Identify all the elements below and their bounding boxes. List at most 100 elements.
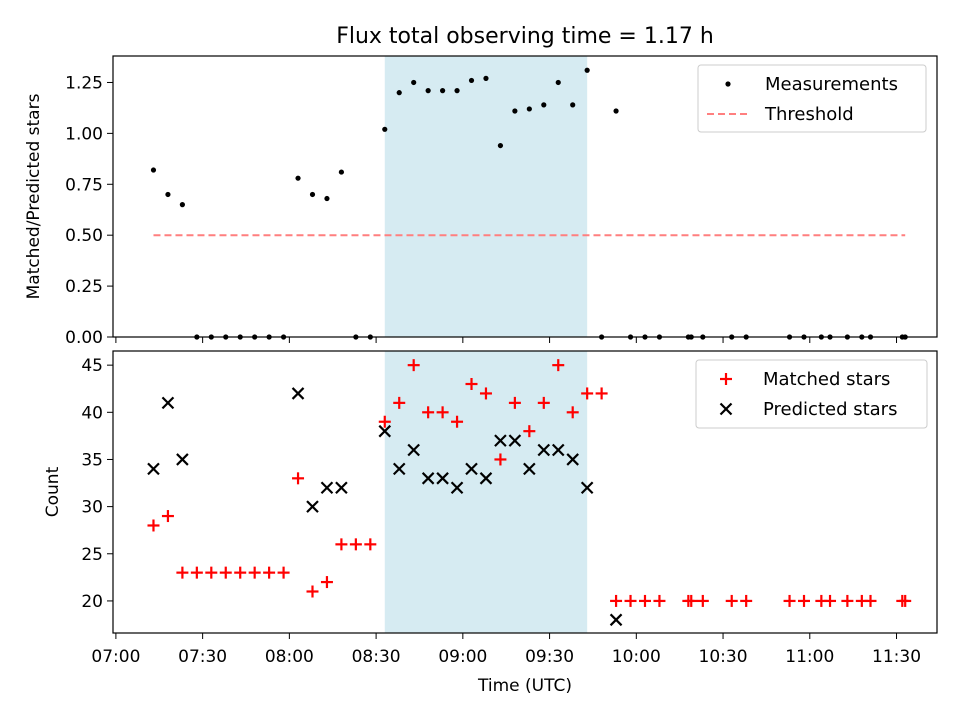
legend-predicted-label: Predicted stars bbox=[763, 399, 897, 420]
predicted-star-point bbox=[580, 481, 594, 495]
observing-time-span-top bbox=[384, 56, 588, 337]
predicted-star-point bbox=[421, 472, 435, 485]
top-ytick-label: 0.75 bbox=[65, 175, 103, 195]
bottom-axes-frame bbox=[112, 350, 938, 634]
top-y-axis-label: Matched/Predicted stars bbox=[24, 93, 44, 299]
matched-star-point bbox=[899, 594, 912, 607]
matched-star-point bbox=[436, 406, 449, 419]
measurement-point bbox=[512, 108, 518, 114]
measurement-point bbox=[454, 88, 460, 94]
measurement-point bbox=[338, 169, 345, 175]
top-panel: 0.00 0.25 0.50 0.75 1.00 1.25 Matched/Predict… bbox=[24, 55, 938, 348]
measurement-point bbox=[440, 88, 446, 94]
matched-star-point bbox=[422, 406, 435, 419]
top-y-axis-ticks: 0.00 0.25 0.50 0.75 1.00 1.25 bbox=[65, 73, 113, 348]
measurement-point bbox=[584, 67, 590, 73]
top-ytick-label: 1.25 bbox=[65, 73, 103, 93]
legend-predicted-marker bbox=[719, 402, 733, 416]
chart-title: Flux total observing time = 1.17 h bbox=[336, 24, 714, 49]
bottom-panel: 20 25 30 35 40 45 07:00 07:30 08:00 08:30 09:00 09… bbox=[43, 350, 938, 696]
predicted-star-point bbox=[465, 462, 478, 476]
predicted-star-point bbox=[494, 434, 507, 447]
matched-star-point bbox=[335, 538, 348, 551]
measurement-point bbox=[309, 191, 316, 198]
matched-star-point bbox=[798, 594, 811, 607]
top-ytick-label: 1.00 bbox=[65, 124, 103, 144]
matched-star-point bbox=[407, 359, 420, 372]
bottom-y-axis-label: Count bbox=[43, 466, 63, 517]
legend-matched-label: Matched stars bbox=[763, 369, 890, 390]
predicted-star-point bbox=[551, 443, 565, 457]
matched-star-point bbox=[248, 566, 261, 579]
matched-star-point bbox=[277, 566, 290, 579]
predicted-star-point bbox=[566, 453, 579, 466]
matched-star-point bbox=[219, 566, 232, 579]
matched-star-point bbox=[595, 387, 608, 400]
top-x-axis-ticks bbox=[115, 337, 898, 343]
predicted-star-point bbox=[392, 462, 406, 476]
top-axes-frame bbox=[112, 55, 938, 338]
measurement-point bbox=[396, 90, 402, 96]
matched-star-point bbox=[378, 415, 391, 428]
matched-star-point bbox=[451, 415, 464, 428]
matched-star-point bbox=[349, 538, 362, 551]
predicted-star-point bbox=[436, 472, 449, 485]
legend-matched-marker bbox=[720, 373, 732, 385]
matched-star-point bbox=[638, 594, 651, 607]
top-ytick-label: 0.00 bbox=[65, 328, 103, 348]
matched-star-point bbox=[581, 387, 594, 400]
top-legend-box bbox=[697, 64, 927, 133]
matched-star-point bbox=[263, 566, 276, 579]
matched-star-point bbox=[624, 594, 637, 607]
matched-star-point bbox=[610, 594, 623, 607]
predicted-star-point bbox=[450, 481, 464, 495]
xtick-label: 09:00 bbox=[438, 647, 487, 667]
predicted-star-point bbox=[508, 434, 522, 447]
top-legend: Measurements Threshold bbox=[697, 64, 927, 133]
matched-star-point bbox=[364, 538, 377, 551]
matched-star-point bbox=[685, 594, 698, 607]
matched-star-point bbox=[523, 425, 536, 438]
bottom-legend: Matched stars Predicted stars bbox=[695, 359, 928, 429]
xtick-label: 07:00 bbox=[91, 647, 140, 667]
bottom-ytick-label: 25 bbox=[81, 545, 103, 565]
predicted-star-point bbox=[320, 481, 334, 495]
predicted-star-point bbox=[523, 462, 536, 476]
bottom-x-axis-ticks: 07:00 07:30 08:00 08:30 09:00 09:30 10:00 10:30… bbox=[91, 633, 921, 667]
matched-star-point bbox=[320, 576, 333, 589]
matched-star-point bbox=[176, 566, 189, 579]
legend-measurements-marker bbox=[725, 81, 731, 87]
predicted-star-point bbox=[537, 443, 551, 457]
xtick-label: 11:00 bbox=[785, 647, 834, 667]
xtick-label: 08:30 bbox=[352, 647, 401, 667]
predicted-star-point bbox=[306, 500, 319, 513]
xtick-label: 10:00 bbox=[612, 647, 661, 667]
matched-star-point bbox=[824, 594, 837, 607]
legend-measurements-label: Measurements bbox=[765, 74, 898, 95]
predicted-star-point bbox=[479, 472, 493, 485]
legend-threshold-label: Threshold bbox=[764, 104, 854, 125]
xtick-label: 09:30 bbox=[525, 647, 574, 667]
predicted-star-point bbox=[609, 613, 623, 627]
measurement-point bbox=[411, 79, 417, 86]
predicted-star-point bbox=[176, 453, 189, 466]
matched-star-point bbox=[147, 519, 160, 532]
legend-plus-glyph bbox=[720, 373, 732, 385]
bottom-y-axis-ticks: 20 25 30 35 40 45 bbox=[81, 356, 113, 612]
matched-star-point bbox=[205, 566, 218, 579]
measurement-point bbox=[570, 102, 576, 108]
legend-cross-glyph bbox=[719, 402, 733, 416]
matched-star-point bbox=[566, 406, 579, 419]
bottom-legend-box bbox=[695, 359, 928, 429]
top-ytick-label: 0.25 bbox=[65, 277, 103, 297]
matched-star-point bbox=[653, 594, 666, 607]
bottom-ytick-label: 30 bbox=[81, 498, 103, 518]
measurement-point bbox=[179, 202, 185, 208]
matched-star-point bbox=[537, 396, 550, 409]
matched-star-point bbox=[234, 566, 247, 579]
matched-star-point bbox=[306, 585, 319, 598]
matched-star-point bbox=[740, 594, 753, 607]
measurement-point bbox=[324, 195, 330, 202]
measurement-point bbox=[526, 106, 532, 112]
